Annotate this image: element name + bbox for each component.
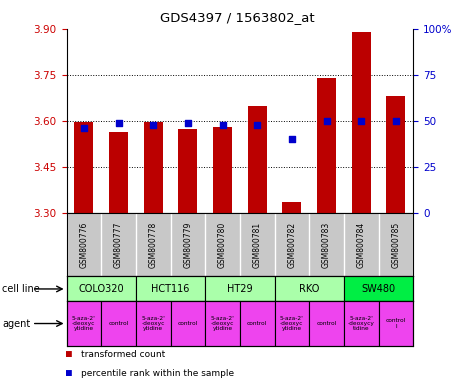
Text: HCT116: HCT116 xyxy=(152,284,190,294)
Bar xyxy=(74,122,94,213)
Bar xyxy=(178,129,198,213)
Bar xyxy=(240,301,275,346)
Text: percentile rank within the sample: percentile rank within the sample xyxy=(81,369,234,378)
Bar xyxy=(309,301,344,346)
Text: GSM800776: GSM800776 xyxy=(79,222,88,268)
Bar xyxy=(386,96,406,213)
Bar xyxy=(352,32,371,213)
Text: GSM800783: GSM800783 xyxy=(322,222,331,268)
Text: 5-aza-2'
-deoxyc
ytidine: 5-aza-2' -deoxyc ytidine xyxy=(72,316,96,331)
Text: GSM800778: GSM800778 xyxy=(149,222,158,268)
Text: control: control xyxy=(247,321,267,326)
Bar xyxy=(143,122,163,213)
Point xyxy=(254,122,261,128)
Text: transformed count: transformed count xyxy=(81,350,165,359)
Point xyxy=(323,118,331,124)
Bar xyxy=(213,127,232,213)
Bar xyxy=(171,301,205,346)
Bar xyxy=(275,276,344,301)
Point xyxy=(80,125,88,131)
Text: HT29: HT29 xyxy=(227,284,253,294)
Point xyxy=(149,122,157,128)
Bar xyxy=(379,301,413,346)
Bar xyxy=(66,276,136,301)
Text: control: control xyxy=(178,321,198,326)
Bar xyxy=(205,276,275,301)
Text: 5-aza-2'
-deoxycy
tidine: 5-aza-2' -deoxycy tidine xyxy=(348,316,375,331)
Point xyxy=(218,122,227,128)
Text: GSM800781: GSM800781 xyxy=(253,222,262,268)
Text: GSM800782: GSM800782 xyxy=(287,222,296,268)
Text: GSM800785: GSM800785 xyxy=(391,222,400,268)
Text: RKO: RKO xyxy=(299,284,319,294)
Bar xyxy=(282,202,302,213)
Text: GSM800779: GSM800779 xyxy=(183,222,192,268)
Text: agent: agent xyxy=(2,318,30,329)
Bar xyxy=(344,301,379,346)
Text: GSM800784: GSM800784 xyxy=(357,222,366,268)
Text: COLO320: COLO320 xyxy=(78,284,124,294)
Text: 5-aza-2'
-deoxyc
ytidine: 5-aza-2' -deoxyc ytidine xyxy=(141,316,165,331)
Bar xyxy=(247,106,267,213)
Bar xyxy=(317,78,336,213)
Text: ■: ■ xyxy=(66,349,78,359)
Text: control
l: control l xyxy=(386,318,406,329)
Bar xyxy=(344,276,413,301)
Bar xyxy=(136,276,205,301)
Text: 5-aza-2'
-deoxyc
ytidine: 5-aza-2' -deoxyc ytidine xyxy=(280,316,304,331)
Point xyxy=(184,120,192,126)
Bar xyxy=(66,301,101,346)
Bar xyxy=(101,301,136,346)
Bar xyxy=(275,301,309,346)
Text: control: control xyxy=(108,321,129,326)
Text: GSM800777: GSM800777 xyxy=(114,222,123,268)
Point xyxy=(115,120,123,126)
Point xyxy=(392,118,400,124)
Bar xyxy=(109,132,128,213)
Text: GSM800780: GSM800780 xyxy=(218,222,227,268)
Text: GDS4397 / 1563802_at: GDS4397 / 1563802_at xyxy=(160,12,315,25)
Text: cell line: cell line xyxy=(2,284,40,294)
Point xyxy=(288,136,295,142)
Text: control: control xyxy=(316,321,337,326)
Bar xyxy=(136,301,171,346)
Text: 5-aza-2'
-deoxyc
ytidine: 5-aza-2' -deoxyc ytidine xyxy=(210,316,235,331)
Point xyxy=(358,118,365,124)
Bar xyxy=(205,301,240,346)
Text: ■: ■ xyxy=(66,368,78,378)
Text: SW480: SW480 xyxy=(361,284,396,294)
